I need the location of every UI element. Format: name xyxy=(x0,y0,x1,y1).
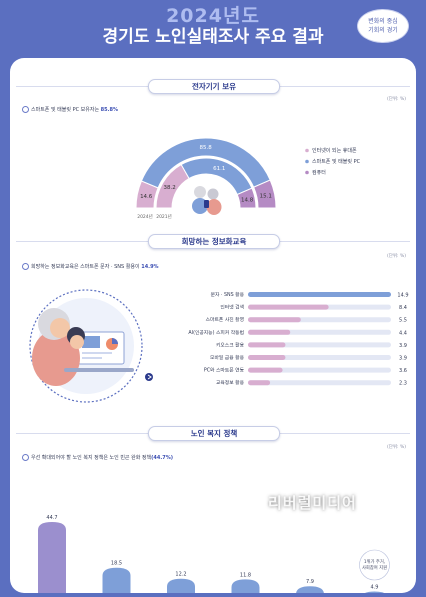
bar-value-label: 7.9 xyxy=(306,579,314,585)
ring-year-label: 2024년 xyxy=(137,213,153,220)
legend-marker xyxy=(305,170,309,175)
bar-value-label: 4.9 xyxy=(371,584,379,590)
welfare-subtitle: 우선 확대되어야 할 노인 복지 정책은 노인 빈곤 완화 정책(44.7%) xyxy=(22,454,173,461)
badge-line-1: 변화의 중심 xyxy=(368,18,398,25)
bar-value-label: 18.5 xyxy=(111,561,122,567)
senior-woman-icon xyxy=(207,188,219,200)
device-donut-chart: 14.6 85.8 15.1 2024년 38.2 61.1 14.8 2021년 인터넷이 되… xyxy=(135,137,361,220)
bar-track xyxy=(248,367,391,373)
bar xyxy=(38,522,66,593)
section-title-welfare: 노인 복지 정책 xyxy=(148,426,280,441)
donut-value-label: 14.8 xyxy=(241,198,254,204)
donut-value-label: 14.6 xyxy=(140,194,153,200)
bar xyxy=(248,380,271,386)
logo-badge: 변화의 중심 기회의 경기 xyxy=(357,9,409,43)
bar-category-label: PC와 스마트폰 연동 xyxy=(204,367,245,374)
bar xyxy=(248,292,391,297)
phone-icon xyxy=(204,200,209,208)
legend-marker xyxy=(305,159,309,164)
welfare-bar-chart: 44.7노인 빈곤 완화18.5노인 건강12.2노인 돌봄11.8치매 관련7… xyxy=(38,515,390,593)
legend-label: 인터넷이 되는 휴대폰 xyxy=(312,147,357,154)
year-label: 2024년도 xyxy=(166,5,260,27)
education-subtitle-text: 희망하는 정보화교육은 스마트폰 문자 · SNS 활용이 xyxy=(31,264,142,270)
bar xyxy=(365,591,384,593)
welfare-subtitle-text: 우선 확대되어야 할 노인 복지 정책은 노인 빈곤 완화 정책 xyxy=(31,455,152,461)
legend-marker xyxy=(305,148,309,153)
bar-value-label: 3.6 xyxy=(399,368,407,374)
bar xyxy=(248,317,301,323)
bar xyxy=(231,579,260,593)
content-card: 전자기기 보유 (단위: %) 스마트폰 및 태블릿 PC 보유자는 85.8%… xyxy=(10,58,416,593)
welfare-subtitle-highlight: (44.7%) xyxy=(151,455,174,461)
donut-slice xyxy=(253,179,277,209)
bar-category-label: 스마트폰 사진 촬영 xyxy=(206,316,244,323)
bar xyxy=(248,329,291,335)
question-icon xyxy=(22,106,29,113)
education-subtitle-highlight: 14.9% xyxy=(141,264,159,270)
bar-category-label: AI(인공지능) 스피커 작동법 xyxy=(188,329,244,336)
question-icon xyxy=(22,454,29,461)
education-bar-chart: 문자 · SNS 활용 14.9 인터넷 검색 8.4 스마트폰 사진 촬영 5.5 AI(… xyxy=(188,291,408,387)
bar-track xyxy=(248,380,391,386)
bar xyxy=(248,367,283,373)
bar-category-label: 문자 · SNS 활용 xyxy=(211,291,245,298)
bar-category-label: 키오스크 활용 xyxy=(216,341,245,348)
bar xyxy=(248,342,286,348)
donut-value-label: 61.1 xyxy=(213,166,225,172)
donut-value-label: 85.8 xyxy=(199,145,212,151)
bar-value-label: 11.8 xyxy=(240,572,251,578)
bar-value-label: 3.9 xyxy=(399,356,407,362)
bar xyxy=(167,578,195,593)
senior-man-icon xyxy=(194,186,206,198)
legend-label: 스마트폰 및 태블릿 PC xyxy=(312,158,361,165)
header: 2024년도 경기도 노인실태조사 주요 결과 변화의 중심 기회의 경기 xyxy=(0,0,426,52)
bar-value-label: 14.9 xyxy=(397,293,408,299)
senior-laptop-illustration xyxy=(29,289,153,403)
bar-value-label: 44.7 xyxy=(46,515,57,521)
unit-label: (단위: %) xyxy=(386,97,406,102)
bar xyxy=(102,567,131,593)
ring-year-label: 2021년 xyxy=(156,213,172,220)
legend-label: 컴퓨터 xyxy=(312,169,326,176)
bar-category-label: 교육정보 활용 xyxy=(216,379,245,386)
device-subtitle-text: 스마트폰 및 태블릿 PC 보유자는 xyxy=(31,107,101,113)
donut-value-label: 38.2 xyxy=(164,185,176,191)
device-subtitle-highlight: 85.8% xyxy=(100,107,119,113)
section-title-education: 희망하는 정보화교육 xyxy=(148,234,280,249)
badge-line-2: 기회의 경기 xyxy=(368,27,398,34)
page-title: 경기도 노인실태조사 주요 결과 xyxy=(102,27,324,47)
bar-category-label: 인터넷 검색 xyxy=(220,304,244,311)
bar xyxy=(248,304,329,310)
bar-value-label: 12.2 xyxy=(175,572,186,578)
unit-label: (단위: %) xyxy=(386,445,406,450)
senior-woman-body xyxy=(206,199,222,215)
annotation-text: 1위가 주거, xyxy=(364,558,385,565)
donut-slice xyxy=(236,187,257,209)
unit-label: (단위: %) xyxy=(386,254,406,259)
watermark: 리버럴미디어 xyxy=(268,494,357,512)
bar-category-label: 모바일 금융 활용 xyxy=(210,354,245,361)
donut-value-label: 15.1 xyxy=(260,194,272,200)
question-icon xyxy=(22,263,29,270)
bar xyxy=(248,355,286,360)
bar-value-label: 4.4 xyxy=(399,330,407,336)
annotation-bubble xyxy=(359,549,390,581)
education-subtitle: 희망하는 정보화교육은 스마트폰 문자 · SNS 활용이 14.9% xyxy=(22,263,159,270)
bar-value-label: 8.4 xyxy=(399,305,407,311)
bar xyxy=(296,586,324,593)
bar-value-label: 3.9 xyxy=(399,343,407,349)
bar-value-label: 2.3 xyxy=(399,381,407,387)
section-title-device: 전자기기 보유 xyxy=(148,79,280,94)
annotation-text: 사회참여 지원 xyxy=(362,564,387,571)
bar-value-label: 5.5 xyxy=(399,318,407,324)
device-subtitle: 스마트폰 및 태블릿 PC 보유자는 85.8% xyxy=(22,106,118,113)
